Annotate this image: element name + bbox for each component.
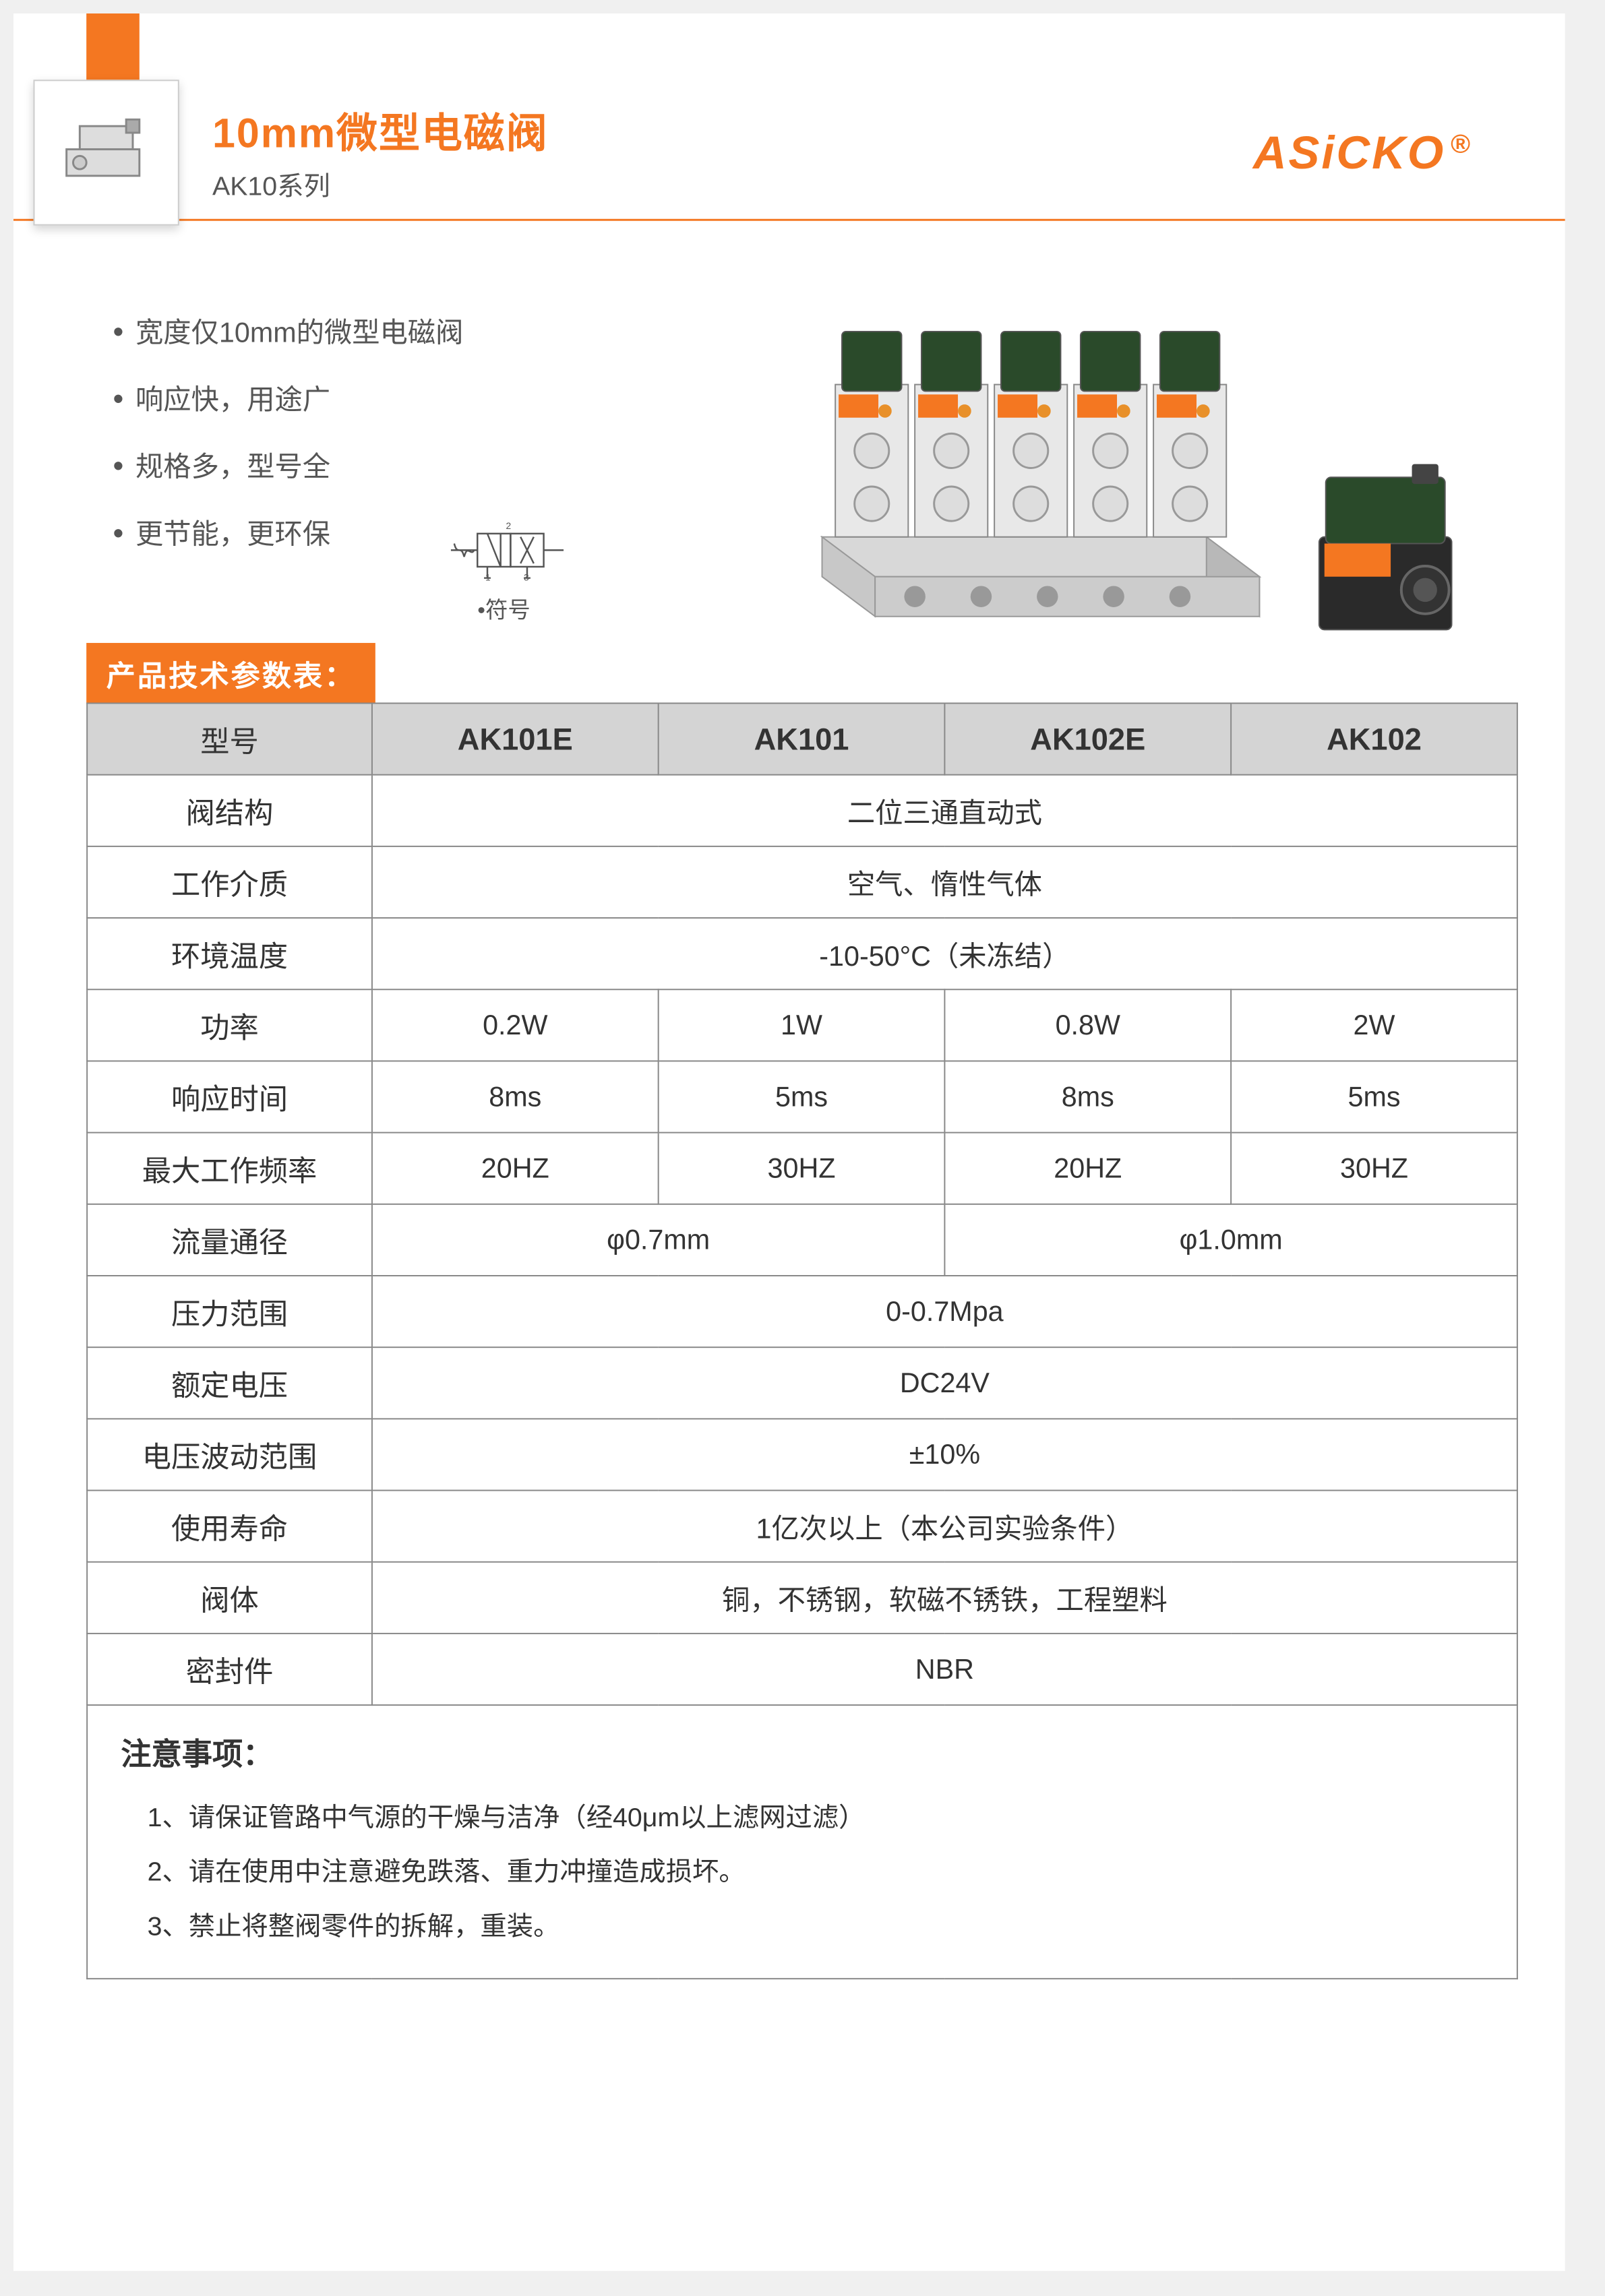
row-value: 30HZ (1231, 1133, 1517, 1204)
table-row: 使用寿命1亿次以上（本公司实验条件） (87, 1491, 1517, 1562)
table-row: 密封件NBR (87, 1634, 1517, 1705)
table-row: 响应时间8ms5ms8ms5ms (87, 1061, 1517, 1132)
row-label: 响应时间 (87, 1061, 372, 1132)
row-label: 最大工作频率 (87, 1133, 372, 1204)
valve-icon (53, 113, 159, 192)
table-header-row: 型号 AK101E AK101 AK102E AK102 (87, 704, 1517, 775)
svg-text:3: 3 (524, 573, 529, 583)
brand-text: ASiCKO (1253, 127, 1445, 179)
row-label: 阀体 (87, 1562, 372, 1634)
title-block: 10mm微型电磁阀 AK10系列 (212, 100, 549, 203)
row-value: 空气、惰性气体 (372, 846, 1517, 918)
row-label: 阀结构 (87, 775, 372, 846)
row-value: 0.2W (372, 989, 659, 1061)
symbol-icon: 2 1 3 (437, 517, 570, 583)
row-label: 使用寿命 (87, 1491, 372, 1562)
row-label: 工作介质 (87, 846, 372, 918)
row-value: 30HZ (659, 1133, 945, 1204)
row-label: 电压波动范围 (87, 1419, 372, 1490)
row-label: 环境温度 (87, 918, 372, 989)
row-value: ±10% (372, 1419, 1517, 1490)
spec-table-body: 阀结构二位三通直动式工作介质空气、惰性气体环境温度-10-50°C（未冻结）功率… (87, 775, 1517, 1979)
feature-item: 规格多，型号全 (113, 433, 463, 499)
row-value: 1亿次以上（本公司实验条件） (372, 1491, 1517, 1562)
row-value: φ0.7mm (372, 1204, 944, 1276)
row-label: 流量通径 (87, 1204, 372, 1276)
model-header: AK102E (944, 704, 1231, 775)
product-icon-box (33, 80, 179, 225)
table-row: 工作介质空气、惰性气体 (87, 846, 1517, 918)
table-row: 电压波动范围±10% (87, 1419, 1517, 1490)
row-label: 压力范围 (87, 1276, 372, 1347)
row-value: DC24V (372, 1347, 1517, 1419)
row-value: -10-50°C（未冻结） (372, 918, 1517, 989)
row-value: 1W (659, 989, 945, 1061)
row-value: 铜，不锈钢，软磁不锈铁，工程塑料 (372, 1562, 1517, 1634)
datasheet-page: 10mm微型电磁阀 AK10系列 ASiCKO® 宽度仅10mm的微型电磁阀 响… (13, 13, 1565, 2271)
table-row: 阀结构二位三通直动式 (87, 775, 1517, 846)
notes-item: 3、禁止将整阀零件的拆解，重装。 (121, 1902, 1483, 1952)
table-row: 流量通径φ0.7mmφ1.0mm (87, 1204, 1517, 1276)
notes-title: 注意事项： (121, 1726, 1483, 1784)
row-value: φ1.0mm (944, 1204, 1517, 1276)
row-value: 20HZ (944, 1133, 1231, 1204)
table-row: 额定电压DC24V (87, 1347, 1517, 1419)
header-divider (13, 219, 1565, 221)
spec-section-header: 产品技术参数表： (86, 643, 375, 704)
notes-item: 2、请在使用中注意避免跌落、重力冲撞造成损坏。 (121, 1847, 1483, 1898)
table-row: 环境温度-10-50°C（未冻结） (87, 918, 1517, 989)
symbol-label: •符号 (437, 592, 570, 624)
spec-table: 型号 AK101E AK101 AK102E AK102 阀结构二位三通直动式工… (86, 703, 1518, 1980)
row-value: 二位三通直动式 (372, 775, 1517, 846)
product-photo (729, 278, 1492, 650)
model-label-header: 型号 (87, 704, 372, 775)
feature-list: 宽度仅10mm的微型电磁阀 响应快，用途广 规格多，型号全 更节能，更环保 (113, 299, 463, 567)
row-value: 0.8W (944, 989, 1231, 1061)
table-row: 功率0.2W1W0.8W2W (87, 989, 1517, 1061)
row-value: 8ms (944, 1061, 1231, 1132)
corner-accent (86, 13, 140, 86)
row-label: 功率 (87, 989, 372, 1061)
row-value: 8ms (372, 1061, 659, 1132)
model-header: AK101 (659, 704, 945, 775)
row-value: 5ms (1231, 1061, 1517, 1132)
feature-item: 更节能，更环保 (113, 499, 463, 566)
svg-text:2: 2 (506, 521, 512, 531)
row-value: 5ms (659, 1061, 945, 1132)
notes-item: 1、请保证管路中气源的干燥与洁净（经40μm以上滤网过滤） (121, 1793, 1483, 1843)
feature-item: 宽度仅10mm的微型电磁阀 (113, 299, 463, 365)
brand-mark: ® (1451, 129, 1472, 158)
brand-logo: ASiCKO® (1253, 126, 1472, 179)
pneumatic-symbol: 2 1 3 •符号 (437, 517, 570, 624)
section-header-row: 产品技术参数表： (86, 643, 1492, 704)
svg-text:1: 1 (485, 573, 491, 583)
row-label: 密封件 (87, 1634, 372, 1705)
page-subtitle: AK10系列 (212, 164, 549, 203)
row-label: 额定电压 (87, 1347, 372, 1419)
table-row: 压力范围0-0.7Mpa (87, 1276, 1517, 1347)
table-row: 最大工作频率20HZ30HZ20HZ30HZ (87, 1133, 1517, 1204)
table-row: 阀体铜，不锈钢，软磁不锈铁，工程塑料 (87, 1562, 1517, 1634)
row-value: 0-0.7Mpa (372, 1276, 1517, 1347)
model-header: AK102 (1231, 704, 1517, 775)
page-title: 10mm微型电磁阀 (212, 100, 549, 159)
feature-item: 响应快，用途广 (113, 365, 463, 432)
model-header: AK101E (372, 704, 659, 775)
row-value: 20HZ (372, 1133, 659, 1204)
notes-cell: 注意事项： 1、请保证管路中气源的干燥与洁净（经40μm以上滤网过滤）2、请在使用… (87, 1705, 1517, 1979)
notes-row: 注意事项： 1、请保证管路中气源的干燥与洁净（经40μm以上滤网过滤）2、请在使用… (87, 1705, 1517, 1979)
row-value: NBR (372, 1634, 1517, 1705)
row-value: 2W (1231, 989, 1517, 1061)
